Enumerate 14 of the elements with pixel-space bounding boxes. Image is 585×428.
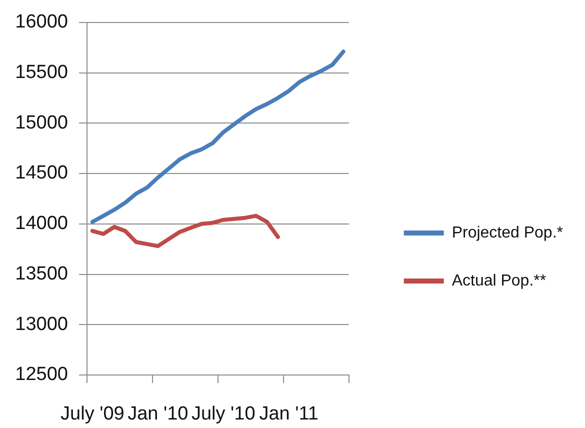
y-tick-label: 12500 — [15, 364, 68, 386]
y-tick-label: 13000 — [15, 314, 68, 335]
y-tick-label: 15000 — [15, 112, 68, 134]
x-tick-label: Jan '10 — [128, 404, 188, 425]
legend-label: Actual Pop.** — [452, 272, 546, 290]
x-tick-label: Jan '11 — [259, 404, 318, 425]
y-tick-label: 14000 — [15, 213, 68, 234]
y-tick-label: 13500 — [15, 263, 68, 284]
x-tick-label: July '09 — [60, 404, 124, 425]
legend-label: Projected Pop.* — [452, 224, 564, 242]
y-tick-label: 16000 — [15, 12, 68, 33]
y-tick-label: 14500 — [15, 162, 68, 184]
y-tick-label: 15500 — [15, 62, 68, 84]
x-tick-label: July '10 — [191, 404, 256, 425]
